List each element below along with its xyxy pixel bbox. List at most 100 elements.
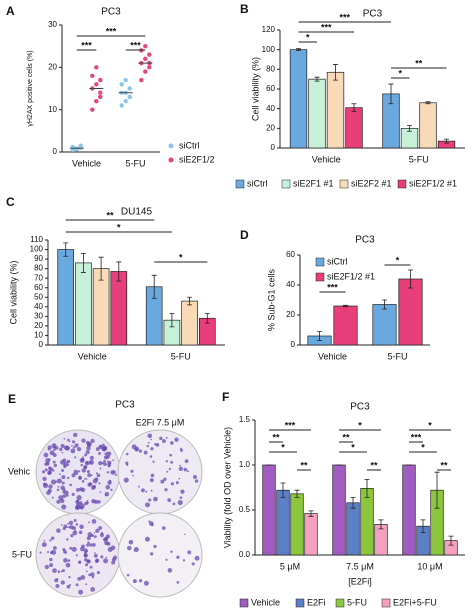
colony	[125, 461, 129, 465]
significance-label: *	[351, 442, 355, 452]
error-bar	[169, 313, 175, 328]
bar	[57, 249, 75, 346]
colony	[98, 461, 103, 466]
colony	[85, 583, 88, 586]
colony	[145, 502, 150, 508]
colony	[84, 453, 88, 457]
bar	[333, 305, 358, 346]
colony	[63, 464, 66, 467]
x-tick-label: 5 μM	[280, 561, 300, 571]
y-tick-label: 60	[34, 283, 43, 292]
colony	[125, 452, 129, 456]
colony	[86, 470, 90, 474]
colony	[52, 460, 56, 464]
colony	[78, 475, 82, 480]
error-bar	[388, 83, 394, 105]
point	[123, 99, 128, 104]
colony	[52, 568, 57, 573]
colony	[85, 450, 90, 455]
colony	[63, 488, 66, 491]
colony	[60, 570, 63, 573]
colony	[170, 460, 174, 464]
bar	[372, 304, 397, 346]
colony	[95, 472, 98, 475]
colony	[131, 444, 137, 450]
error-bar	[448, 535, 454, 546]
chart-title: PC3	[101, 7, 121, 18]
colony	[107, 464, 111, 468]
error-bar	[425, 101, 431, 105]
colony	[78, 470, 81, 473]
colony	[100, 555, 104, 559]
colony	[184, 533, 186, 536]
x-tick-label: Vehicle	[78, 351, 107, 361]
y-axis-label: Cell viability (%)	[8, 260, 18, 324]
bar	[181, 300, 198, 346]
colony	[55, 446, 59, 450]
panel-letter: D	[240, 228, 249, 242]
colony	[90, 438, 95, 444]
colony	[111, 560, 116, 565]
colony	[86, 499, 89, 503]
bar	[398, 278, 423, 346]
colony	[103, 459, 106, 463]
error-bar	[364, 479, 370, 498]
significance-label: *	[396, 255, 400, 265]
bar	[346, 502, 360, 556]
colony	[81, 438, 86, 443]
error-bar	[294, 489, 300, 498]
colony	[106, 451, 109, 454]
bar	[345, 107, 363, 149]
legend-label: Vehicle	[251, 597, 280, 607]
colony	[49, 539, 52, 542]
significance-label: **	[440, 460, 448, 470]
error-bar	[204, 313, 210, 324]
colony	[105, 454, 110, 459]
colony	[43, 452, 49, 458]
colony	[152, 460, 155, 463]
colony	[62, 490, 66, 494]
y-axis-label: γH2AX positive cells (%)	[27, 50, 34, 126]
colony	[92, 484, 97, 489]
colony	[170, 482, 174, 486]
colony	[165, 436, 168, 439]
y-tick-label: 0	[53, 147, 58, 156]
colony	[44, 564, 50, 570]
colony	[68, 576, 71, 579]
colony	[49, 557, 53, 562]
colony	[168, 467, 171, 471]
error-bar	[420, 519, 426, 533]
significance-label: ***	[81, 40, 92, 50]
colony	[75, 488, 80, 492]
colony	[47, 445, 52, 450]
colony	[145, 490, 148, 493]
point	[147, 52, 152, 57]
y-tick-label: 20	[266, 123, 275, 132]
colony	[41, 470, 46, 474]
colony	[46, 490, 51, 496]
colony	[61, 504, 67, 510]
colony	[53, 546, 57, 550]
significance-label: *	[358, 420, 362, 430]
point	[143, 56, 148, 62]
legend-label: siE2F1/2	[179, 154, 215, 164]
y-tick-label: 40	[34, 302, 43, 311]
colony	[191, 562, 195, 566]
point	[98, 94, 103, 100]
colony	[63, 445, 69, 451]
bar	[304, 513, 318, 556]
colony	[50, 536, 55, 540]
point	[119, 103, 124, 108]
y-tick-label: 0	[291, 340, 296, 349]
colony	[76, 495, 82, 501]
point	[143, 69, 148, 74]
colony	[66, 538, 69, 541]
bar	[419, 102, 437, 149]
significance-label: **	[342, 432, 350, 442]
colony	[153, 544, 157, 549]
colony	[65, 562, 71, 568]
y-tick-label: 100	[262, 45, 276, 54]
colony	[63, 558, 68, 563]
colony	[183, 467, 188, 472]
x-tick-label: Vehicle	[312, 154, 341, 164]
